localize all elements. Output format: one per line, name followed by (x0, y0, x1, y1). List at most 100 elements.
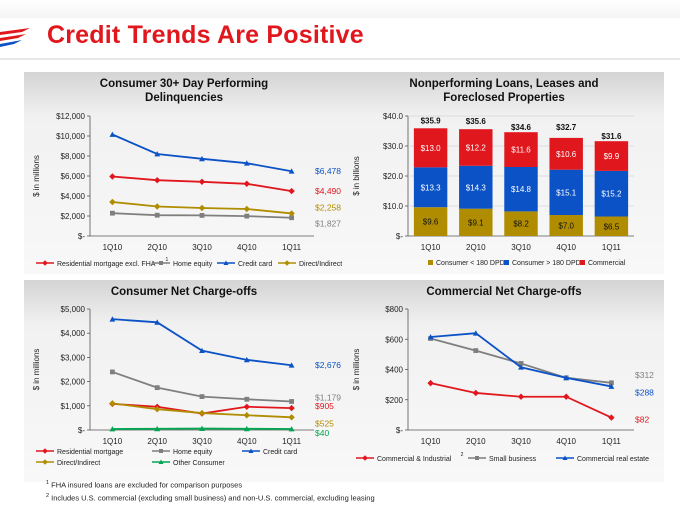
data-point (109, 131, 116, 137)
data-point (198, 409, 206, 417)
data-point (154, 385, 160, 391)
bar-segment (504, 132, 538, 167)
data-point (154, 319, 161, 325)
y-tick-label: $5,000 (61, 305, 86, 314)
page-title: Credit Trends Are Positive (47, 21, 364, 49)
data-point (472, 330, 479, 336)
x-tick-label: 4Q10 (237, 437, 257, 446)
legend-superscript: 1 (166, 257, 169, 263)
data-point (243, 205, 250, 213)
data-point (288, 187, 295, 195)
y-tick-label: $10,000 (56, 132, 85, 141)
end-value-label: $2,676 (315, 360, 341, 370)
data-point (154, 425, 161, 432)
bar-segment (459, 129, 493, 166)
data-point (472, 389, 479, 397)
data-point (288, 210, 295, 217)
data-point (563, 393, 570, 400)
data-point (288, 414, 295, 421)
end-value-label: $40 (315, 428, 329, 438)
x-tick-label: 3Q10 (192, 243, 212, 252)
y-axis-label: $ in millions (352, 349, 361, 391)
y-tick-label: $10.0 (383, 202, 404, 211)
bar-value-label: $9.6 (423, 218, 439, 227)
legend-label: Credit card (238, 261, 272, 268)
bar-value-label: $14.8 (511, 185, 532, 194)
x-tick-label: 4Q10 (556, 243, 576, 252)
legend-label: Direct/Indirect (57, 460, 100, 467)
chart-title-line: Foreclosed Properties (443, 92, 565, 104)
data-point (244, 213, 250, 219)
y-tick-label: $8,000 (61, 152, 86, 161)
end-value-label: $312 (635, 370, 654, 380)
end-value-label: $2,258 (315, 202, 341, 212)
y-tick-label: $2,000 (61, 212, 86, 221)
data-point (109, 198, 116, 206)
data-point (517, 393, 525, 400)
bar-value-label: $13.0 (421, 144, 442, 153)
bar-value-label: $13.3 (421, 183, 442, 192)
data-point (154, 405, 161, 413)
bar-segment (413, 167, 448, 208)
data-point (243, 425, 250, 432)
chart-title-line: Delinquencies (145, 92, 223, 104)
footnote-1: 1 FHA insured loans are excluded for com… (46, 478, 375, 491)
chart-title-line: Consumer Net Charge-offs (110, 286, 258, 298)
data-point (154, 212, 160, 218)
panel-delinquencies: Consumer 30+ Day Performing Delinquencie… (24, 72, 344, 274)
data-point (154, 177, 161, 184)
y-tick-label: $800 (385, 305, 403, 314)
legend-label: Residential mortgage excl. FHA (57, 261, 156, 268)
bar-segment (549, 137, 583, 170)
title-divider (0, 58, 680, 60)
legend-marker (223, 260, 229, 265)
y-tick-label: $3,000 (61, 353, 86, 362)
bar-segment (504, 167, 538, 212)
chart-nonperforming: $- $10.0 $20.0 $30.0 $40.0 $ in billions $9.6 $… (352, 112, 634, 267)
data-point (427, 379, 434, 387)
bar-total-label: $32.7 (556, 123, 577, 132)
data-point (473, 348, 479, 353)
legend-label: Residential mortgage (57, 449, 123, 456)
legend-marker (362, 455, 368, 461)
series-line-2 (112, 133, 292, 173)
x-tick-label: 3Q10 (511, 437, 531, 446)
bar-value-label: $9.1 (468, 218, 484, 227)
end-value-label: $905 (315, 401, 334, 411)
end-value-label: $1,179 (315, 392, 341, 402)
data-point (563, 374, 570, 381)
y-tick-label: $- (78, 426, 85, 435)
data-point (243, 356, 250, 363)
legend-marker (42, 260, 48, 266)
legend-label: Home equity (173, 449, 213, 456)
legend-label: Small business (489, 456, 537, 463)
chart-title-line: Nonperforming Loans, Leases and (409, 78, 599, 90)
legend-marker (284, 260, 290, 266)
chart-title-nonperforming: Nonperforming Loans, Leases and Foreclos… (344, 77, 664, 105)
series-line-2 (112, 318, 292, 367)
end-value-label: $82 (635, 415, 649, 425)
chart-title-commercial-nco: Commercial Net Charge-offs (344, 285, 664, 299)
data-point (199, 155, 205, 162)
y-tick-label: $1,000 (61, 402, 86, 411)
bar-total-label: $35.6 (466, 117, 487, 126)
legend-label: Credit card (263, 449, 297, 456)
bar-segment (594, 216, 629, 236)
x-tick-label: 1Q10 (421, 437, 441, 446)
bar-segment (413, 207, 448, 236)
flag-logo-icon (0, 28, 30, 47)
y-axis-label: $ in millions (32, 155, 41, 197)
end-value-label: $288 (635, 387, 654, 397)
y-tick-label: $2,000 (61, 378, 86, 387)
end-value-label: $6,478 (315, 166, 341, 176)
y-tick-label: $- (78, 232, 85, 241)
data-point (110, 369, 115, 375)
x-tick-label: 4Q10 (556, 437, 576, 446)
data-point (244, 396, 250, 402)
data-point (243, 403, 250, 410)
y-tick-label: $400 (385, 366, 403, 375)
data-point (110, 210, 115, 216)
x-tick-label: 1Q10 (103, 243, 123, 252)
bar-total-label: $35.9 (421, 116, 442, 125)
legend-marker (158, 459, 164, 464)
